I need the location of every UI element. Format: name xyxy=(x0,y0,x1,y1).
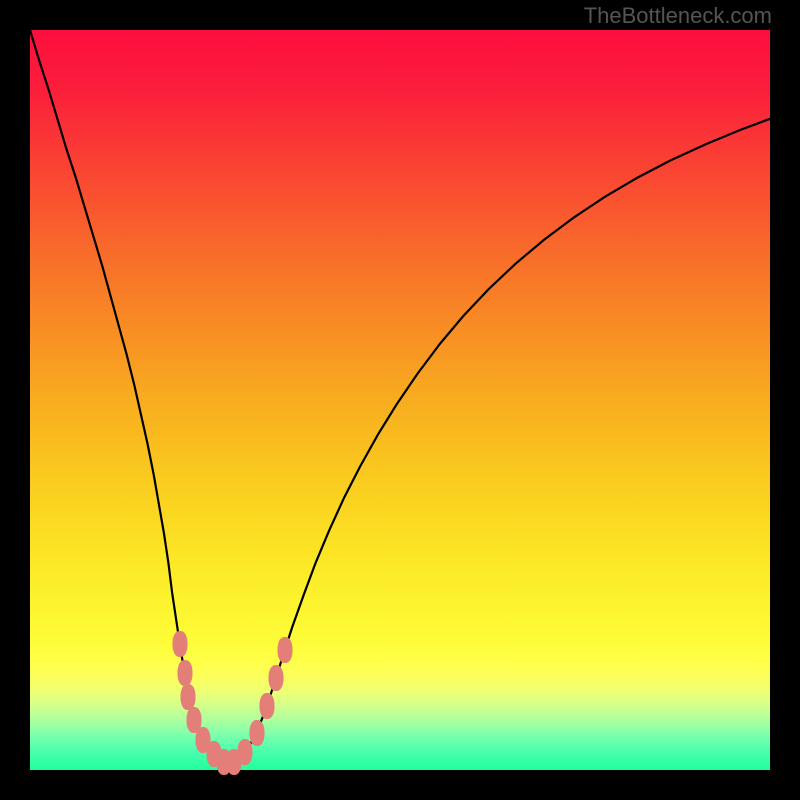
data-marker xyxy=(173,631,188,657)
marker-layer xyxy=(30,30,770,770)
plot-area xyxy=(30,30,770,770)
data-marker xyxy=(268,665,283,691)
data-marker xyxy=(278,637,293,663)
figure-root: TheBottleneck.com xyxy=(0,0,800,800)
data-marker xyxy=(259,693,274,719)
data-marker xyxy=(250,720,265,746)
data-marker xyxy=(177,660,192,686)
data-marker xyxy=(238,739,253,765)
watermark-text: TheBottleneck.com xyxy=(584,3,772,29)
